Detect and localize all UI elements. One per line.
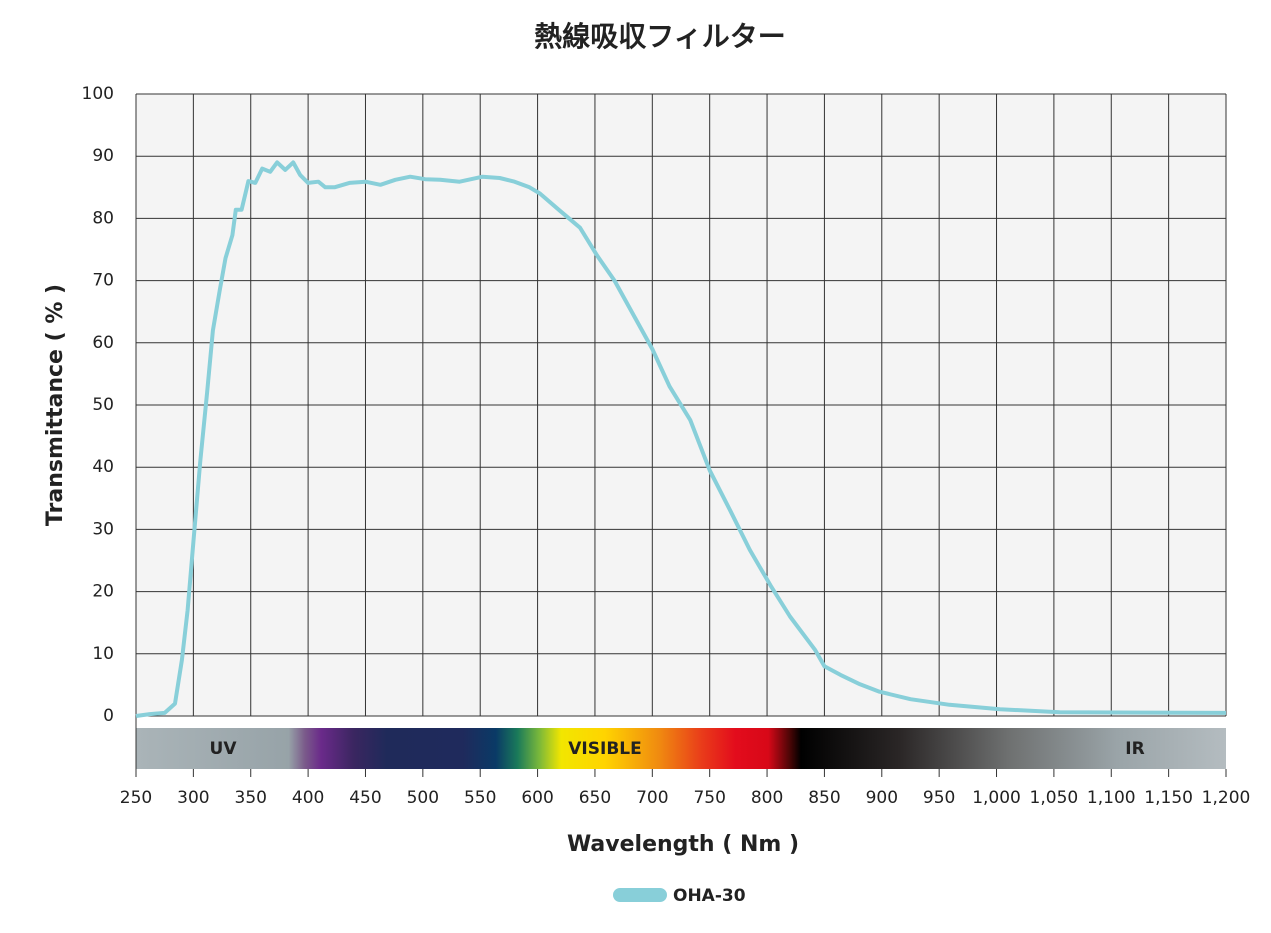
spectrum-label: IR: [1125, 739, 1144, 759]
y-tick-label: 20: [92, 582, 114, 602]
data-line: [135, 160, 1227, 718]
x-tick-label: 750: [693, 788, 725, 808]
x-tick-label: 1,050: [1030, 788, 1079, 808]
y-tick-label: 90: [92, 146, 114, 166]
x-tick-label: 900: [866, 788, 898, 808]
x-tick-label: 450: [349, 788, 381, 808]
y-tick-label: 80: [92, 208, 114, 228]
x-tick-label: 650: [579, 788, 611, 808]
y-tick-label: 10: [92, 644, 114, 664]
chart-title: 熱線吸収フィルター: [534, 20, 785, 53]
y-tick-label: 50: [92, 395, 114, 415]
x-tick-label: 250: [120, 788, 152, 808]
x-tick-label: 950: [923, 788, 955, 808]
y-tick-label: 70: [92, 271, 114, 291]
spectrum-label: UV: [210, 739, 238, 759]
x-tick-label: 1,000: [972, 788, 1021, 808]
x-tick-label: 550: [464, 788, 496, 808]
x-tick-label: 800: [751, 788, 783, 808]
y-axis-title: Transmittance ( % ): [43, 284, 68, 526]
x-tick-label: 700: [636, 788, 668, 808]
x-tick-label: 1,200: [1202, 788, 1251, 808]
x-tick-label: 350: [235, 788, 267, 808]
x-axis-title: Wavelength ( Nm ): [567, 832, 799, 857]
x-tick-label: 850: [808, 788, 840, 808]
x-tick-label: 500: [407, 788, 439, 808]
spectrum-band: [136, 728, 1226, 769]
y-tick-label: 100: [82, 84, 114, 104]
x-tick-label: 1,150: [1144, 788, 1193, 808]
y-tick-label: 40: [92, 457, 114, 477]
x-tick-label: 1,100: [1087, 788, 1136, 808]
legend-label: OHA-30: [673, 886, 746, 906]
x-tick-label: 300: [177, 788, 209, 808]
y-tick-label: 60: [92, 333, 114, 353]
y-tick-label: 30: [92, 519, 114, 539]
x-tick-label: 400: [292, 788, 324, 808]
spectrum-label: VISIBLE: [568, 739, 641, 759]
x-tick-label: 600: [521, 788, 553, 808]
y-tick-label: 0: [103, 706, 114, 726]
